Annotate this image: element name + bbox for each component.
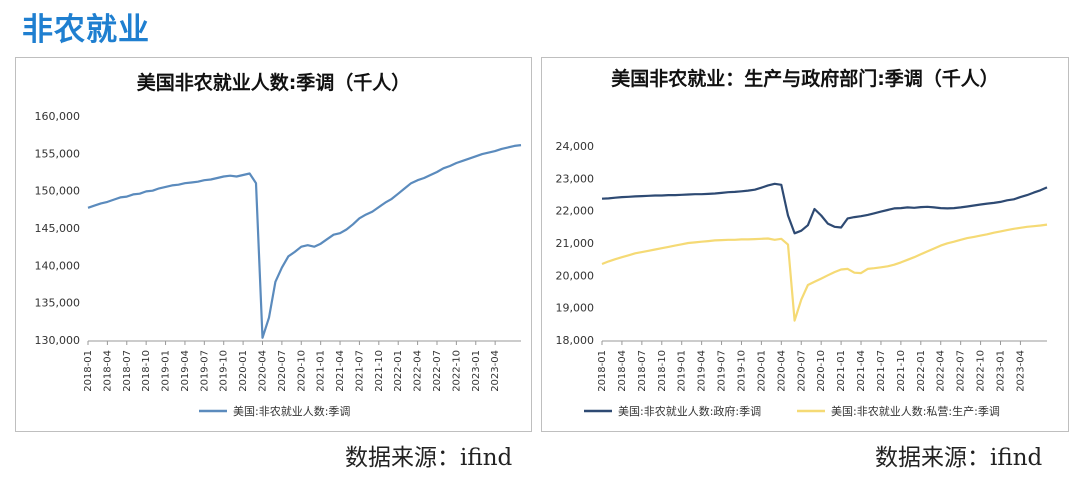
- x-tick-label: 2020-10: [296, 350, 307, 392]
- x-tick-label: 2019-07: [717, 350, 728, 392]
- x-tick-label: 2021-07: [876, 350, 887, 392]
- legend-label: 美国:非农就业人数:私营:生产:季调: [831, 404, 1000, 418]
- x-tick-label: 2023-04: [490, 350, 501, 392]
- x-tick-label: 2022-01: [916, 350, 927, 392]
- y-tick-label: 135,000: [35, 297, 81, 310]
- x-tick-label: 2022-01: [393, 350, 404, 392]
- x-tick-label: 2018-10: [141, 350, 152, 392]
- x-tick-label: 2018-04: [617, 350, 628, 392]
- x-tick-label: 2019-10: [736, 350, 747, 392]
- y-tick-label: 19,000: [556, 302, 595, 315]
- x-tick-label: 2023-04: [1015, 350, 1026, 392]
- x-tick-label: 2022-10: [451, 350, 462, 392]
- y-tick-label: 130,000: [35, 334, 81, 347]
- y-tick-label: 24,000: [556, 140, 595, 153]
- x-tick-label: 2020-04: [257, 350, 268, 392]
- y-tick-label: 155,000: [35, 147, 81, 160]
- x-tick-label: 2020-07: [277, 350, 288, 392]
- y-tick-label: 22,000: [556, 205, 595, 218]
- chart-svg-production-government: 18,000 19,000 20,000 21,000 22,000 23,000 24,0…: [556, 140, 1048, 418]
- y-tick-label: 21,000: [556, 237, 595, 250]
- chart-svg-total-nonfarm: 130,000 135,000 140,000 145,000 150,000 155,0…: [35, 110, 522, 418]
- x-tick-label: 2019-01: [677, 350, 688, 392]
- x-tick-label: 2021-01: [836, 350, 847, 392]
- y-tick-label: 160,000: [35, 110, 81, 123]
- x-tick-label: 2023-01: [471, 350, 482, 392]
- data-source-label: 数据来源：ifind: [875, 445, 1043, 471]
- page-title: 非农就业: [22, 12, 150, 48]
- x-tick-label: 2019-04: [697, 350, 708, 392]
- x-tick-label: 2021-04: [856, 350, 867, 392]
- x-tick-label: 2019-04: [180, 350, 191, 392]
- x-tick-label: 2020-04: [776, 350, 787, 392]
- x-tick-label: 2021-04: [335, 350, 346, 392]
- x-tick-label: 2021-10: [374, 350, 385, 392]
- x-tick-label: 2022-04: [936, 350, 947, 392]
- x-tick-label: 2022-07: [956, 350, 967, 392]
- x-tick-label: 2021-10: [896, 350, 907, 392]
- y-tick-label: 150,000: [35, 185, 81, 198]
- legend-label: 美国:非农就业人数:政府:季调: [618, 404, 761, 418]
- x-tick-label: 2020-01: [238, 350, 249, 392]
- x-tick-label: 2020-01: [756, 350, 767, 392]
- y-tick-label: 145,000: [35, 222, 81, 235]
- chart-panel-production-government: 美国非农就业：生产与政府部门:季调（千人） 18,000 19,000 20,000…: [541, 57, 1069, 432]
- series-line-1: [601, 182, 1048, 235]
- chart-title: 美国非农就业人数:季调（千人）: [136, 72, 411, 94]
- x-tick-label: 2023-01: [996, 350, 1007, 392]
- x-tick-label: 2019-01: [161, 350, 172, 392]
- y-tick-label: 140,000: [35, 259, 81, 272]
- x-tick-label: 2018-01: [597, 350, 608, 392]
- x-tick-label: 2020-07: [796, 350, 807, 392]
- y-tick-label: 23,000: [556, 172, 595, 185]
- x-tick-label: 2018-04: [102, 350, 113, 392]
- series-line-1: [87, 144, 522, 339]
- x-tick-label: 2018-01: [83, 350, 94, 392]
- x-tick-label: 2022-07: [432, 350, 443, 392]
- data-source-label: 数据来源：ifind: [345, 445, 513, 471]
- x-tick-label: 2022-04: [413, 350, 424, 392]
- series-line-2: [601, 223, 1048, 322]
- x-tick-label: 2022-10: [976, 350, 987, 392]
- x-tick-label: 2018-07: [122, 350, 133, 392]
- x-tick-label: 2018-10: [657, 350, 668, 392]
- x-tick-label: 2019-07: [199, 350, 210, 392]
- y-tick-label: 18,000: [556, 334, 595, 347]
- x-tick-label: 2019-10: [219, 350, 230, 392]
- chart-title: 美国非农就业：生产与政府部门:季调（千人）: [611, 68, 999, 90]
- x-tick-label: 2020-10: [816, 350, 827, 392]
- x-tick-label: 2021-07: [354, 350, 365, 392]
- x-tick-label: 2021-01: [316, 350, 327, 392]
- y-tick-label: 20,000: [556, 269, 595, 282]
- x-tick-label: 2018-07: [637, 350, 648, 392]
- legend-label: 美国:非农就业人数:季调: [233, 404, 350, 418]
- chart-panel-total-nonfarm: 美国非农就业人数:季调（千人） 130,000 135,000 140,000 145…: [15, 57, 532, 432]
